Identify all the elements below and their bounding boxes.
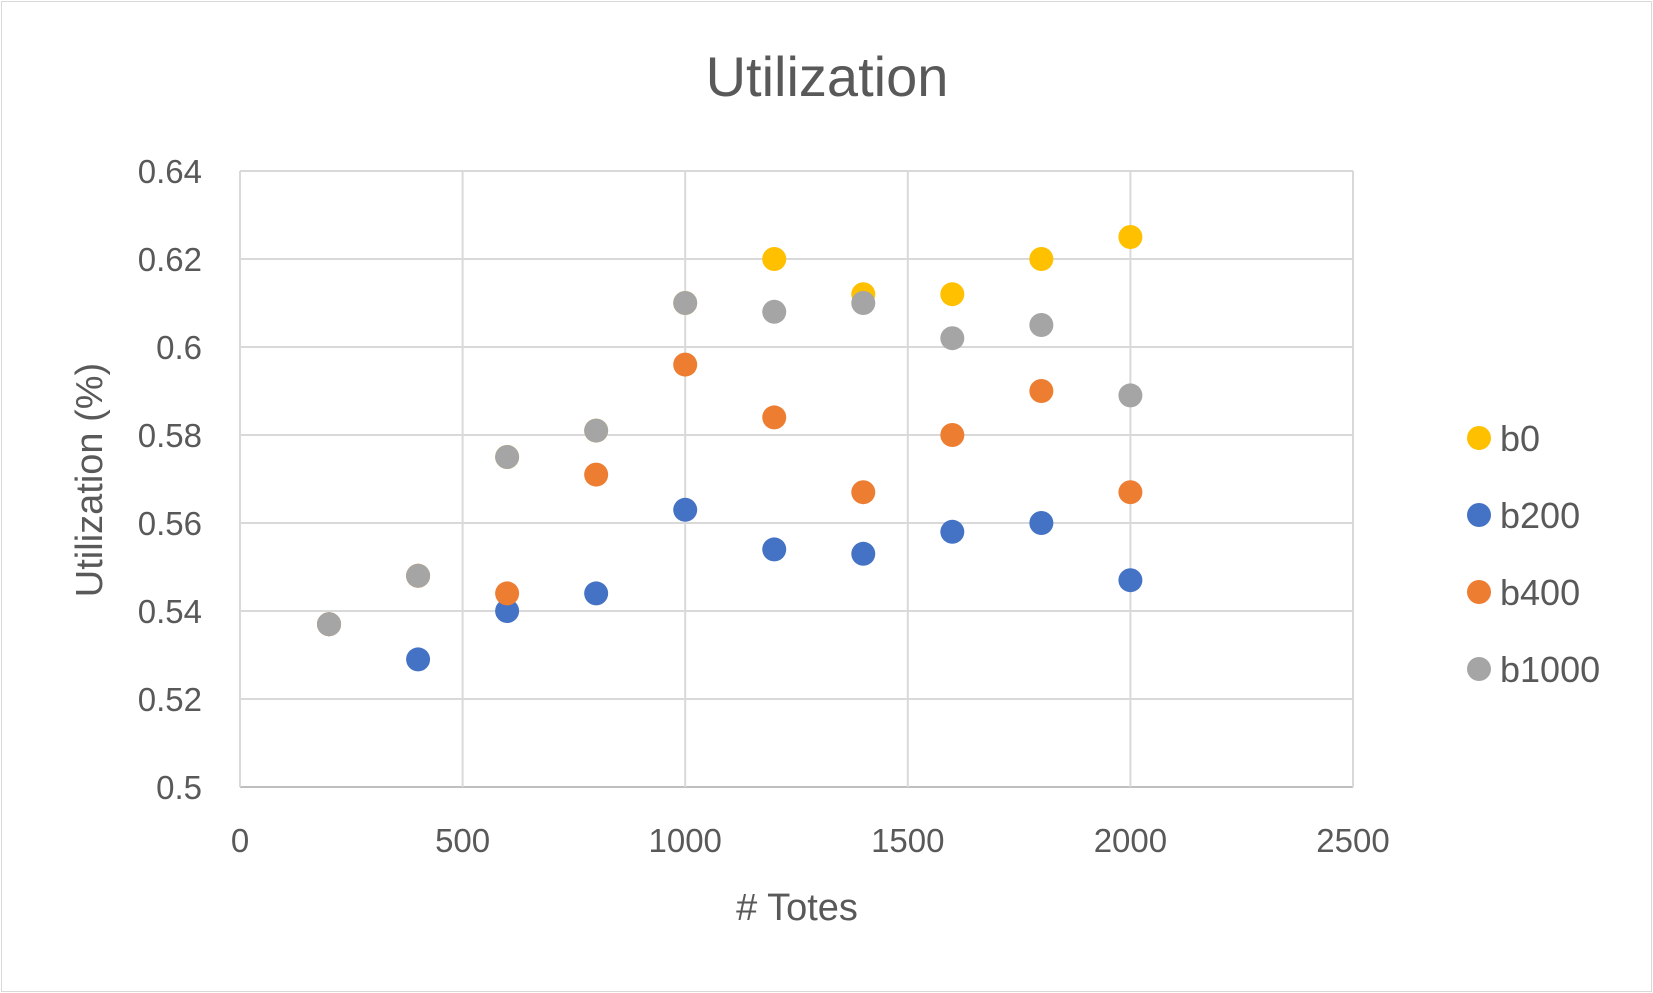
data-point-b200	[495, 599, 520, 623]
data-point-b200	[673, 497, 698, 522]
data-point-b200	[851, 541, 876, 566]
tick-labels: 0.5 0.52 0.54 0.56 0.58 0.6 0.62 0.64 0 500 1000 15…	[138, 153, 1390, 859]
y-tick-label: 0.58	[138, 417, 202, 454]
data-points	[317, 225, 1143, 672]
chart-title: Utilization	[706, 45, 949, 108]
data-point-b1000	[673, 291, 698, 315]
data-point-b400	[1118, 480, 1143, 505]
data-point-b1000	[584, 418, 609, 443]
legend-label: b400	[1500, 572, 1580, 613]
data-point-b200	[406, 647, 431, 672]
y-tick-label: 0.64	[138, 153, 202, 190]
data-point-b200	[940, 519, 965, 544]
data-point-b1000	[406, 563, 431, 588]
legend: b0 b200 b400 b1000	[1467, 418, 1600, 690]
data-point-b1000	[762, 299, 787, 324]
data-point-b200	[762, 537, 787, 562]
data-point-b0	[940, 282, 965, 307]
data-point-b0	[1118, 225, 1143, 249]
y-tick-label: 0.54	[138, 593, 202, 630]
data-point-b400	[584, 462, 609, 487]
data-point-b1000	[1029, 313, 1054, 337]
data-point-b200	[1118, 568, 1143, 593]
x-tick-label: 2500	[1316, 822, 1389, 859]
legend-item-b1000: b1000	[1467, 649, 1600, 690]
gridlines	[239, 170, 1354, 788]
data-point-b1000	[1118, 383, 1143, 408]
legend-marker	[1467, 580, 1491, 604]
data-point-b1000	[851, 291, 876, 315]
legend-marker	[1467, 426, 1491, 450]
data-point-b200	[1029, 511, 1054, 535]
data-point-b400	[495, 581, 520, 606]
data-point-b400	[851, 480, 876, 505]
legend-item-b0: b0	[1467, 418, 1540, 459]
y-tick-label: 0.5	[156, 769, 202, 806]
x-axis-title: # Totes	[736, 887, 858, 929]
data-point-b400	[673, 352, 698, 377]
y-tick-label: 0.56	[138, 505, 202, 542]
x-tick-label: 1500	[871, 822, 944, 859]
legend-marker	[1467, 503, 1491, 527]
legend-marker	[1467, 657, 1491, 681]
x-tick-label: 0	[231, 822, 249, 859]
data-point-b400	[1029, 379, 1054, 403]
x-tick-label: 1000	[648, 822, 721, 859]
data-point-b1000	[940, 326, 965, 351]
data-point-b0	[1029, 247, 1054, 271]
legend-item-b200: b200	[1467, 495, 1580, 536]
y-tick-label: 0.52	[138, 681, 202, 718]
legend-label: b200	[1500, 495, 1580, 536]
x-tick-label: 500	[435, 822, 490, 859]
y-axis-title: Utilization (%)	[69, 363, 111, 597]
data-point-b1000	[495, 445, 520, 469]
legend-label: b1000	[1500, 649, 1600, 690]
x-tick-label: 2000	[1094, 822, 1167, 859]
y-tick-label: 0.62	[138, 241, 202, 278]
y-tick-label: 0.6	[156, 329, 202, 366]
data-point-b400	[940, 423, 965, 447]
data-point-b400	[762, 405, 787, 430]
data-point-b200	[584, 581, 609, 606]
data-point-b1000	[317, 612, 342, 637]
data-point-b0	[762, 247, 787, 271]
legend-label: b0	[1500, 418, 1540, 459]
legend-item-b400: b400	[1467, 572, 1580, 613]
